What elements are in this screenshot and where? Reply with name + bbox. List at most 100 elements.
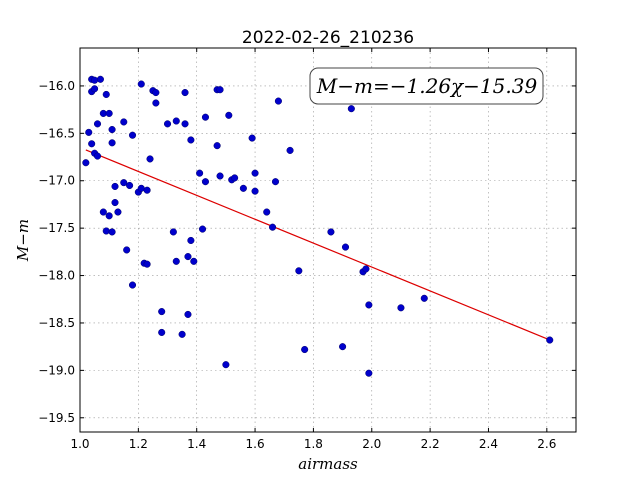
data-point — [108, 125, 116, 134]
data-point — [190, 257, 198, 265]
data-point — [216, 172, 224, 180]
data-point — [201, 178, 210, 186]
data-point — [111, 182, 119, 190]
x-tick-label: 2.6 — [537, 437, 556, 451]
data-point — [198, 225, 207, 233]
data-point — [248, 134, 256, 142]
data-point — [120, 118, 128, 126]
x-tick-label: 1.8 — [304, 437, 323, 451]
data-point — [82, 159, 90, 167]
x-tick-label: 2.0 — [362, 437, 381, 451]
y-tick-label: −18.5 — [38, 316, 75, 330]
data-point — [96, 75, 104, 83]
fit-line-group — [85, 149, 550, 341]
data-point — [158, 328, 166, 336]
data-point — [91, 76, 99, 84]
data-point — [365, 369, 373, 377]
data-point — [123, 246, 131, 254]
data-point — [91, 85, 99, 93]
data-point — [301, 345, 309, 354]
x-axis-ticks: 1.0 1.2 1.4 1.6 1.8 2.0 2.2 2.4 2.6 — [70, 48, 556, 451]
data-point — [158, 308, 166, 316]
data-point — [187, 136, 195, 144]
data-point — [274, 97, 282, 105]
data-point — [143, 260, 151, 268]
data-point — [181, 120, 189, 128]
y-tick-label: −16.5 — [38, 126, 75, 140]
x-tick-label: 2.4 — [479, 437, 498, 451]
fit-equation-box: M−m=−1.26χ−15.39 — [309, 67, 544, 105]
data-point — [184, 310, 192, 318]
y-tick-label: −19.5 — [38, 411, 75, 425]
data-point — [128, 281, 137, 289]
data-point — [105, 212, 113, 220]
data-point — [239, 184, 247, 192]
data-point — [114, 208, 122, 216]
data-point — [88, 140, 96, 148]
data-point — [201, 113, 210, 121]
y-tick-label: −17.5 — [38, 221, 75, 235]
y-tick-label: −16.0 — [38, 79, 75, 93]
x-tick-label: 2.2 — [421, 437, 440, 451]
data-point — [111, 198, 119, 207]
data-point — [146, 155, 154, 163]
data-point — [184, 253, 192, 261]
data-point — [295, 267, 303, 275]
data-point — [93, 120, 102, 128]
data-point — [251, 187, 259, 195]
data-point — [120, 179, 128, 187]
data-point — [137, 80, 145, 88]
data-point — [99, 208, 107, 216]
data-point — [108, 139, 116, 147]
data-point — [365, 301, 373, 309]
data-point — [231, 174, 239, 182]
x-axis-label: airmass — [298, 455, 358, 473]
y-tick-label: −18.0 — [38, 269, 75, 283]
data-point — [181, 89, 189, 97]
data-point — [93, 152, 102, 160]
data-point — [172, 117, 180, 125]
data-point — [163, 120, 172, 128]
data-point — [196, 169, 204, 177]
y-axis-label: M−m — [14, 219, 32, 262]
data-point — [216, 86, 224, 94]
annotation-frame — [309, 67, 544, 105]
plot-frame — [79, 47, 577, 433]
y-tick-label: −17.0 — [38, 174, 75, 188]
data-point — [128, 131, 137, 139]
fit-line — [85, 149, 550, 341]
data-point — [152, 99, 160, 107]
data-points — [82, 75, 554, 377]
data-point — [339, 343, 347, 351]
data-point — [102, 227, 110, 235]
data-point — [546, 336, 554, 344]
x-tick-label: 1.2 — [129, 437, 148, 451]
data-point — [341, 243, 350, 251]
data-point — [169, 228, 177, 236]
data-point — [172, 257, 180, 265]
data-point — [178, 330, 186, 338]
x-tick-label: 1.6 — [246, 437, 265, 451]
x-tick-label: 1.4 — [187, 437, 206, 451]
data-point — [143, 186, 151, 194]
data-point — [126, 181, 134, 190]
data-point — [286, 146, 294, 154]
data-point — [251, 169, 259, 177]
data-point — [269, 223, 277, 231]
data-point — [85, 128, 93, 136]
y-tick-label: −19.0 — [38, 363, 75, 377]
fit-equation: M−m=−1.26χ−15.39 — [316, 74, 538, 98]
data-point — [108, 228, 116, 236]
chart-title: 2022-02-26_210236 — [242, 28, 414, 48]
data-point — [102, 90, 110, 99]
data-point — [397, 304, 405, 312]
data-point — [263, 208, 271, 216]
data-point — [327, 228, 335, 236]
data-point — [105, 109, 113, 117]
data-point — [362, 265, 370, 273]
data-point — [347, 105, 355, 113]
y-axis-ticks: −16.0 −16.5 −17.0 −17.5 −18.0 −18.5 −19.0 −19.5 — [38, 79, 576, 425]
x-tick-label: 1.0 — [70, 437, 89, 451]
data-point — [187, 236, 195, 245]
data-point — [271, 178, 280, 186]
